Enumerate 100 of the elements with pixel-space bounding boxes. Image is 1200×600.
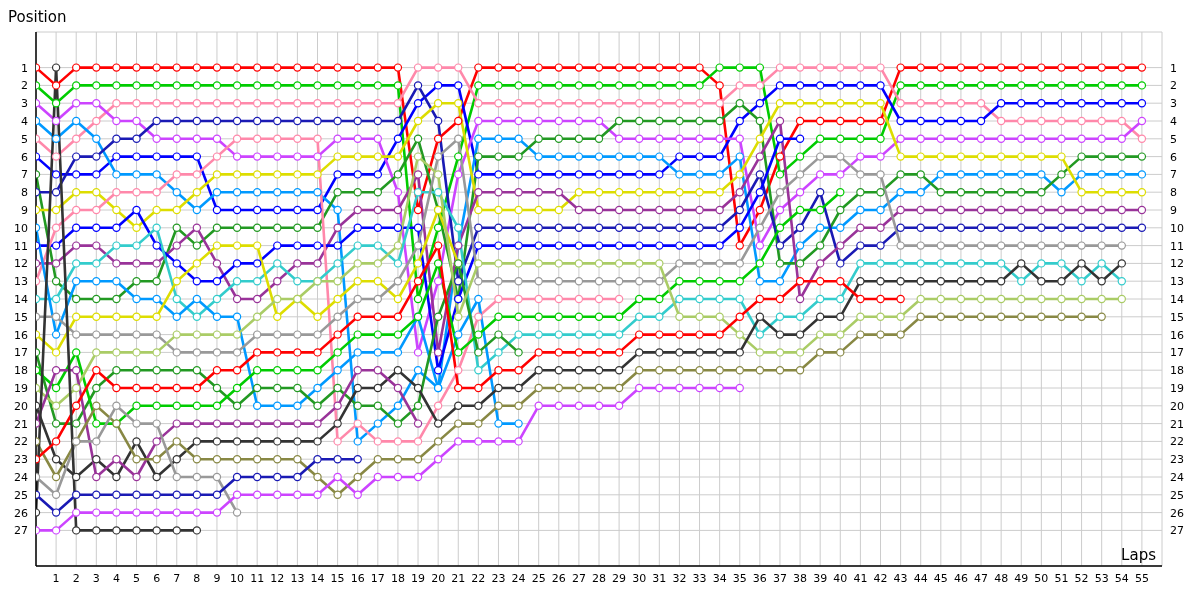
point xyxy=(514,401,523,410)
point xyxy=(1117,81,1126,90)
point xyxy=(474,383,483,393)
point xyxy=(273,472,282,482)
point xyxy=(574,401,584,410)
point xyxy=(132,205,141,215)
point xyxy=(112,330,121,339)
point xyxy=(232,366,242,375)
point xyxy=(172,241,181,250)
point xyxy=(1057,294,1066,304)
point xyxy=(51,134,61,143)
point xyxy=(313,134,322,143)
point xyxy=(373,366,383,375)
point xyxy=(232,437,242,446)
point xyxy=(132,188,141,197)
point xyxy=(1017,152,1026,161)
point xyxy=(795,63,805,72)
point xyxy=(614,99,624,108)
point xyxy=(212,437,222,446)
point xyxy=(333,490,342,499)
point xyxy=(815,152,825,161)
point xyxy=(614,259,624,268)
y-tick-label: 10 xyxy=(14,221,28,235)
y2-tick-label: 17 xyxy=(1170,346,1184,360)
point xyxy=(1037,294,1046,304)
point xyxy=(373,277,383,286)
point xyxy=(554,63,563,72)
point xyxy=(614,241,624,250)
point xyxy=(273,312,282,321)
x-tick-label: 32 xyxy=(672,571,687,585)
point xyxy=(856,81,865,90)
point xyxy=(554,277,563,286)
point xyxy=(614,348,624,357)
point xyxy=(635,294,644,304)
point xyxy=(735,81,744,90)
point xyxy=(876,312,885,321)
point xyxy=(172,508,181,517)
point xyxy=(514,330,523,339)
point xyxy=(72,383,81,393)
y-tick-label: 21 xyxy=(14,417,28,431)
point xyxy=(715,99,724,108)
point xyxy=(152,401,161,410)
point xyxy=(232,490,242,499)
point xyxy=(1037,116,1046,126)
point xyxy=(735,312,744,321)
point xyxy=(232,455,242,464)
point xyxy=(735,134,744,143)
point xyxy=(454,223,463,232)
point xyxy=(614,152,624,161)
point xyxy=(474,241,483,250)
point xyxy=(92,134,101,143)
point xyxy=(393,63,403,72)
point xyxy=(92,366,101,375)
point xyxy=(293,472,302,482)
point xyxy=(152,312,161,321)
x-tick-label: 13 xyxy=(290,571,305,585)
point xyxy=(534,348,543,357)
point xyxy=(92,526,101,535)
point xyxy=(92,170,101,179)
point xyxy=(474,419,483,428)
point xyxy=(454,312,463,321)
y2-tick-label: 14 xyxy=(1170,292,1184,306)
point xyxy=(192,170,202,179)
point xyxy=(614,366,624,375)
point xyxy=(474,134,483,143)
point xyxy=(252,401,262,410)
point xyxy=(594,294,604,304)
point xyxy=(112,472,121,482)
point xyxy=(956,81,966,90)
point xyxy=(1037,259,1046,268)
point xyxy=(614,205,624,215)
point xyxy=(996,312,1006,321)
y2-tick-label: 8 xyxy=(1170,186,1177,200)
point xyxy=(273,170,282,179)
point xyxy=(675,277,684,286)
point xyxy=(72,205,81,215)
point xyxy=(494,81,503,90)
point xyxy=(715,241,724,250)
y-tick-label: 5 xyxy=(21,132,28,146)
point xyxy=(1017,277,1026,286)
point xyxy=(313,152,322,161)
point xyxy=(514,419,523,428)
point xyxy=(655,277,664,286)
point xyxy=(836,188,845,197)
x-tick-label: 31 xyxy=(652,571,667,585)
point xyxy=(1037,134,1046,143)
point xyxy=(212,188,222,197)
point xyxy=(333,81,342,90)
point xyxy=(212,99,222,108)
point xyxy=(534,63,543,72)
point xyxy=(72,472,81,482)
point xyxy=(232,330,242,339)
point xyxy=(353,116,362,126)
point xyxy=(172,401,181,410)
point xyxy=(896,241,905,250)
point xyxy=(413,223,423,232)
point xyxy=(1057,205,1066,215)
point xyxy=(212,312,222,321)
point xyxy=(715,259,724,268)
point xyxy=(795,170,805,179)
